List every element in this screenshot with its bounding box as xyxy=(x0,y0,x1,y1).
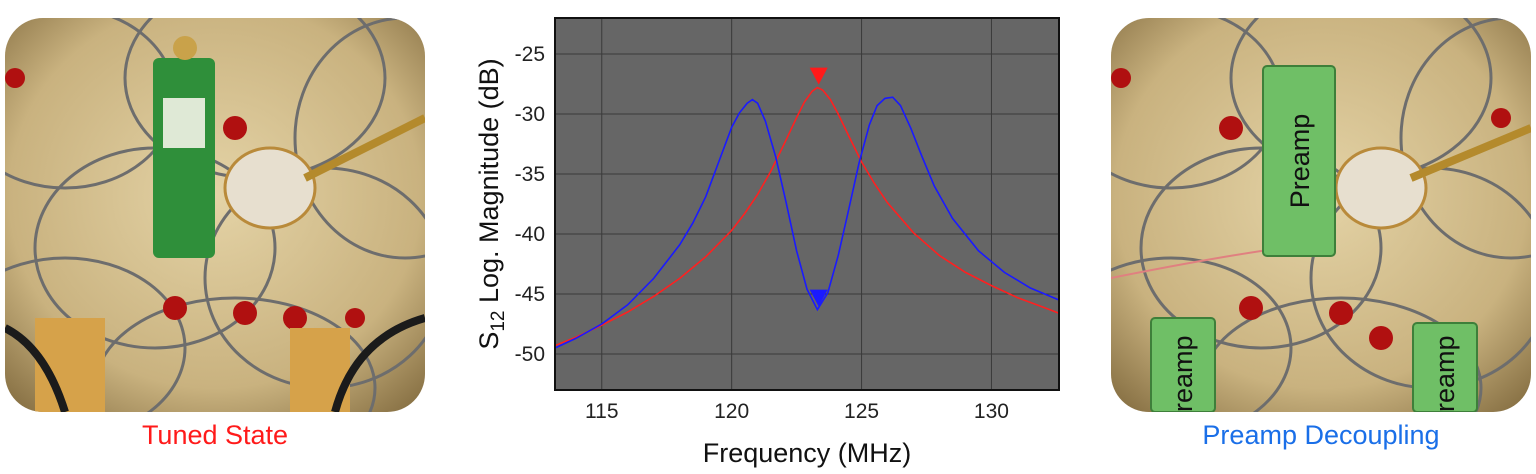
marker-layer xyxy=(809,67,828,307)
marker-1 xyxy=(809,67,828,85)
preamp-board-right: reamp xyxy=(1412,322,1478,412)
y-tick-labels: -25 -30 -35 -40 -45 -50 xyxy=(515,43,545,366)
svg-text:reamp: reamp xyxy=(1430,335,1460,412)
svg-text:Preamp: Preamp xyxy=(1285,114,1315,209)
x-tick-label: 115 xyxy=(585,400,618,423)
x-tick-label: 120 xyxy=(714,400,749,423)
y-tick-label: -45 xyxy=(515,283,545,306)
x-tick-labels: 115 120 125 130 xyxy=(585,400,1009,423)
preamp-decoupling-photo: Preamp reamp reamp xyxy=(1111,18,1531,412)
plot-area xyxy=(554,17,1060,391)
y-tick-label: -35 xyxy=(515,163,545,186)
tuned-state-photo xyxy=(5,18,425,412)
series-line-1 xyxy=(554,86,1060,347)
s12-chart: 115 120 125 130 -25 -30 -35 -40 -45 -50 Frequenc… xyxy=(474,17,1060,468)
y-tick-label: -30 xyxy=(515,103,545,126)
x-tick-label: 130 xyxy=(974,400,1009,423)
series-line-2 xyxy=(554,96,1060,349)
svg-text:reamp: reamp xyxy=(1168,335,1198,412)
y-tick-label: -25 xyxy=(515,43,545,66)
marker-2 xyxy=(809,289,828,307)
tuned-state-caption: Tuned State xyxy=(141,420,289,450)
x-tick-label: 125 xyxy=(844,400,879,423)
x-axis-title: Frequency (MHz) xyxy=(703,438,912,468)
y-tick-label: -50 xyxy=(515,343,545,366)
preamp-decoupling-caption: Preamp Decoupling xyxy=(1202,420,1440,450)
preamp-board-left: reamp xyxy=(1150,317,1216,412)
preamp-board-top: Preamp xyxy=(1262,65,1336,257)
y-axis-title: S12 Log. Magnitude (dB) xyxy=(474,58,509,349)
series-layer xyxy=(554,86,1060,349)
y-tick-label: -40 xyxy=(515,223,545,246)
grid-lines xyxy=(555,18,1059,390)
